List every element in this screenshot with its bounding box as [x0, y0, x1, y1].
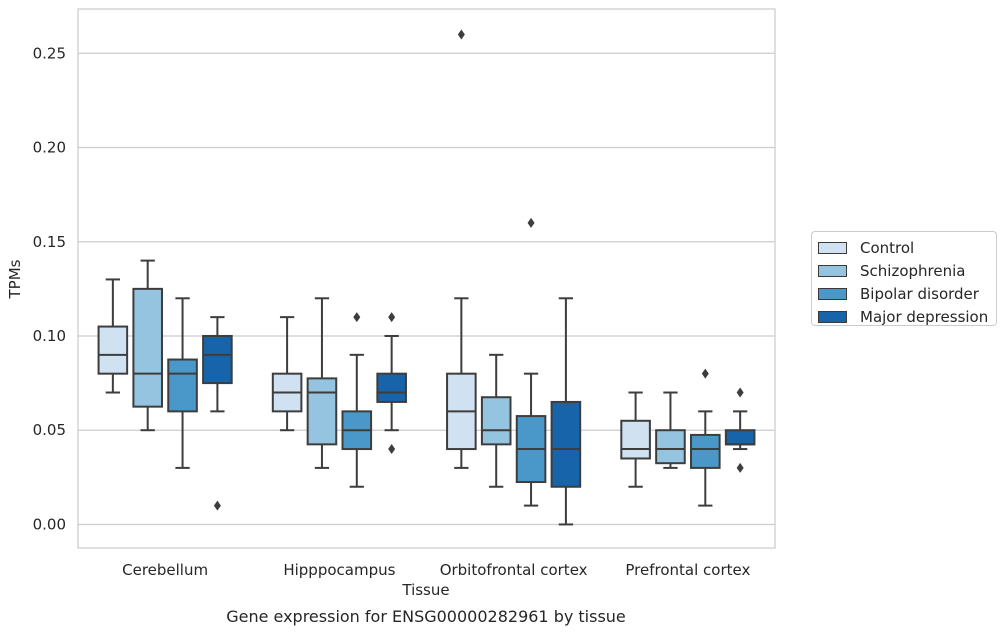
- y-axis-label: TPMs: [6, 259, 24, 299]
- iqr-box: [480, 396, 512, 446]
- box-control: [271, 316, 303, 432]
- x-tick-label: Prefrontal cortex: [625, 561, 750, 579]
- box-control: [620, 391, 651, 488]
- x-tick-label: Cerebellum: [122, 561, 208, 579]
- outlier-point: [527, 217, 535, 228]
- box-schizophrenia: [655, 391, 686, 469]
- outlier-point: [701, 368, 709, 379]
- x-tick-label: Orbitofrontal cortex: [440, 561, 588, 579]
- legend-swatch: [818, 287, 847, 300]
- box-bipolar-disorder: [167, 297, 198, 469]
- box-major-depression: [550, 297, 582, 526]
- outlier-point: [213, 500, 221, 511]
- chart-title: Gene expression for ENSG00000282961 by t…: [226, 607, 626, 626]
- outlier-point: [736, 387, 744, 398]
- outlier-point: [388, 444, 396, 455]
- outlier-point: [388, 312, 396, 323]
- legend-label: Bipolar disorder: [860, 284, 979, 303]
- iqr-box: [550, 400, 582, 488]
- box-plot-groups: [97, 29, 756, 526]
- iqr-box: [132, 287, 163, 408]
- iqr-box: [97, 325, 129, 375]
- outlier-point: [457, 29, 465, 40]
- y-tick-label: 0.25: [33, 44, 66, 62]
- legend-label: Major depression: [860, 307, 989, 326]
- legend-label: Schizophrenia: [860, 261, 966, 280]
- y-tick-label: 0.10: [33, 327, 66, 345]
- iqr-box: [167, 358, 198, 413]
- legend-swatch: [818, 264, 847, 277]
- y-tick-label: 0.15: [33, 233, 66, 251]
- box-schizophrenia: [306, 297, 338, 469]
- outlier-point: [736, 462, 744, 473]
- y-gridlines: [78, 52, 775, 526]
- legend-item: Bipolar disorder: [818, 282, 996, 305]
- box-major-depression: [376, 312, 407, 455]
- y-tick-labels: 0.00 0.05 0.10 0.15 0.20 0.25: [33, 44, 66, 533]
- iqr-box: [655, 429, 686, 465]
- iqr-box: [376, 372, 407, 403]
- iqr-box: [202, 334, 233, 385]
- legend-swatch: [818, 310, 847, 323]
- legend-label: Control: [860, 238, 915, 257]
- box-bipolar-disorder: [341, 312, 373, 488]
- iqr-box: [306, 377, 338, 446]
- iqr-box: [690, 433, 721, 469]
- legend-item: Control: [818, 236, 996, 259]
- plot-frame: [77, 8, 776, 549]
- legend-swatch: [818, 241, 847, 254]
- box-major-depression: [202, 316, 233, 511]
- iqr-box: [724, 429, 756, 446]
- outlier-point: [353, 312, 361, 323]
- iqr-box: [620, 419, 651, 460]
- x-tick-labels: Cerebellum Hipppocampus Orbitofrontal cort…: [122, 561, 750, 579]
- legend-item: Schizophrenia: [818, 259, 996, 282]
- box-control: [97, 278, 129, 394]
- box-control: [446, 29, 477, 469]
- box-bipolar-disorder: [690, 368, 721, 507]
- y-tick-label: 0.20: [33, 139, 66, 157]
- box-schizophrenia: [132, 259, 163, 432]
- y-tick-label: 0.00: [33, 515, 66, 533]
- legend-item: Major depression: [818, 305, 996, 328]
- y-tick-label: 0.05: [33, 421, 66, 439]
- x-tick-label: Hipppocampus: [283, 561, 395, 579]
- box-major-depression: [724, 387, 756, 473]
- legend: Control Schizophrenia Bipolar disorder Majo…: [811, 231, 997, 326]
- box-bipolar-disorder: [515, 217, 547, 507]
- x-axis-label: Tissue: [401, 581, 449, 599]
- box-schizophrenia: [480, 353, 512, 488]
